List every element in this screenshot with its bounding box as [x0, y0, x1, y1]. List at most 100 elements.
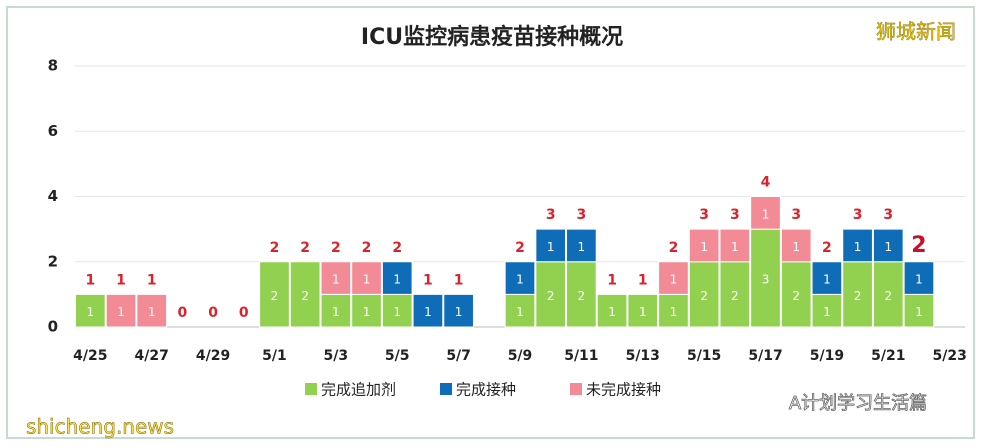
bar-segment: [289, 261, 321, 328]
total-label: 0: [178, 305, 188, 321]
segment-label: 1: [762, 207, 770, 221]
segment-label: 1: [639, 305, 647, 319]
bar-segment: [903, 293, 935, 328]
y-tick-label: 4: [48, 187, 58, 205]
segment-label: 1: [455, 305, 463, 319]
chart-frame: [6, 6, 975, 439]
bar-segment: [351, 261, 382, 295]
total-label: 2: [331, 240, 341, 256]
total-label: 2: [669, 240, 679, 256]
segment-label: 1: [854, 240, 862, 254]
bar-segment: [688, 261, 720, 328]
bar-segment: [443, 293, 474, 328]
segment-label: 1: [823, 305, 831, 319]
bar-segment: [381, 261, 413, 295]
total-label: 2: [392, 240, 402, 256]
total-label: 0: [239, 305, 249, 321]
segment-label: 2: [271, 289, 279, 303]
total-label: 2: [911, 233, 926, 258]
x-tick-label: 5/13: [626, 348, 660, 364]
x-tick-label: 4/25: [73, 348, 107, 364]
bar-segment: [688, 228, 720, 263]
segment-label: 3: [762, 273, 770, 287]
bar-segment: [535, 228, 567, 263]
total-label: 1: [116, 272, 126, 288]
segment-label: 1: [823, 273, 831, 287]
bar-segment: [596, 293, 628, 328]
segment-label: 2: [884, 289, 892, 303]
watermark: shicheng.news: [26, 415, 174, 439]
total-label: 2: [822, 240, 832, 256]
x-tick-label: 5/23: [932, 348, 966, 364]
segment-label: 1: [670, 273, 678, 287]
segment-label: 1: [117, 305, 125, 319]
segment-label: 1: [792, 240, 800, 254]
segment-label: 1: [87, 305, 95, 319]
segment-label: 1: [608, 305, 616, 319]
legend-label: 未完成接种: [586, 381, 661, 399]
bar-segment: [780, 261, 812, 328]
segment-label: 1: [731, 240, 739, 254]
legend-swatch: [440, 383, 452, 395]
bar-segment: [566, 228, 597, 263]
bar-segment: [719, 228, 751, 263]
total-label: 0: [208, 305, 218, 321]
segment-label: 1: [393, 305, 401, 319]
watermark: 狮城新闻: [876, 20, 956, 44]
x-tick-label: 4/27: [135, 348, 169, 364]
x-tick-label: 5/11: [564, 348, 598, 364]
segment-label: 1: [915, 305, 923, 319]
bar-segment: [872, 228, 904, 263]
bar-segment: [658, 261, 689, 295]
bar-segment: [381, 293, 413, 328]
segment-label: 2: [578, 289, 586, 303]
total-label: 1: [147, 272, 157, 288]
bar-segment: [351, 293, 382, 328]
bar-segment: [842, 228, 873, 263]
bar-segment: [259, 261, 290, 328]
segment-label: 1: [700, 240, 708, 254]
total-label: 1: [423, 272, 433, 288]
bar-segment: [780, 228, 812, 263]
total-label: 3: [699, 207, 709, 223]
bar-segment: [504, 293, 536, 328]
x-tick-label: 5/19: [810, 348, 844, 364]
bar-segment: [504, 261, 536, 295]
total-label: 2: [362, 240, 372, 256]
segment-label: 2: [854, 289, 862, 303]
x-tick-label: 4/29: [196, 348, 230, 364]
segment-label: 1: [363, 273, 371, 287]
legend-swatch: [570, 383, 582, 395]
bar-segment: [320, 261, 352, 295]
total-label: 4: [761, 175, 771, 191]
bar-segment: [719, 261, 751, 328]
bar-segment: [412, 293, 444, 328]
total-label: 2: [270, 240, 280, 256]
segment-label: 2: [700, 289, 708, 303]
x-tick-label: 5/15: [687, 348, 721, 364]
bar-segment: [627, 293, 659, 328]
x-tick-label: 5/1: [262, 348, 287, 364]
segment-label: 2: [547, 289, 555, 303]
total-label: 1: [607, 272, 617, 288]
segment-label: 2: [301, 289, 309, 303]
segment-label: 1: [884, 240, 892, 254]
segment-label: 1: [148, 305, 156, 319]
total-label: 1: [85, 272, 95, 288]
segment-label: 1: [516, 273, 524, 287]
bar-segment: [750, 196, 781, 230]
segment-label: 2: [792, 289, 800, 303]
bar-segment: [320, 293, 352, 328]
x-tick-label: 5/7: [446, 348, 471, 364]
bar-segment: [75, 293, 106, 328]
y-tick-label: 0: [48, 318, 58, 336]
segment-label: 1: [332, 305, 340, 319]
segment-label: 1: [393, 273, 401, 287]
total-label: 1: [638, 272, 648, 288]
y-tick-label: 2: [48, 252, 58, 270]
x-tick-label: 5/21: [871, 348, 905, 364]
segment-label: 2: [731, 289, 739, 303]
bar-segment: [750, 228, 781, 328]
y-tick-label: 6: [48, 122, 58, 140]
segment-label: 1: [516, 305, 524, 319]
